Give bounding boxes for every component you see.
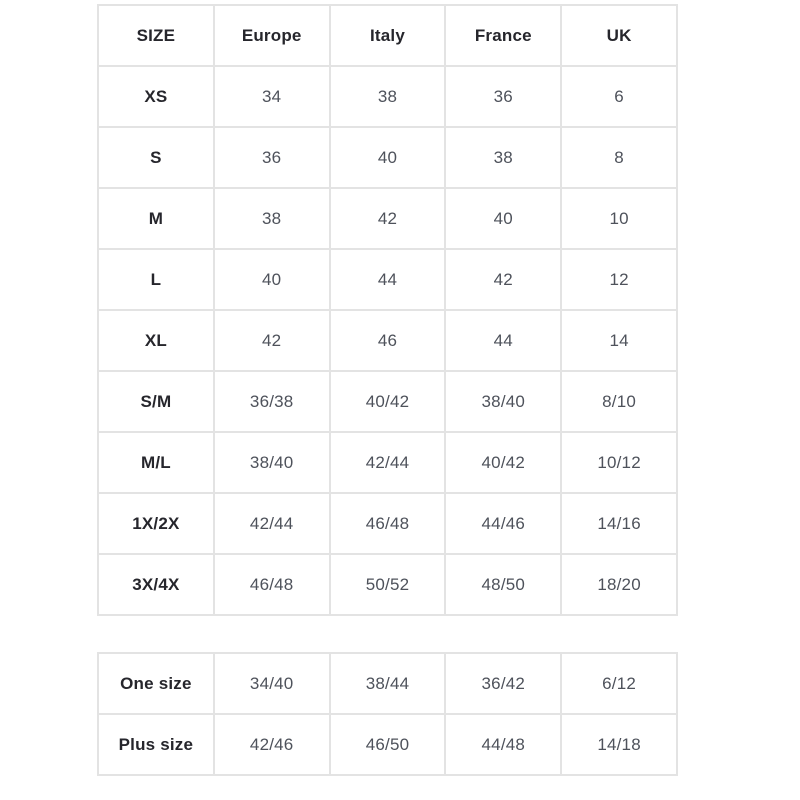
table-row: One size 34/40 38/44 36/42 6/12	[97, 652, 678, 715]
size-label-cell: XS	[97, 65, 215, 128]
size-value-cell: 38/40	[444, 370, 563, 433]
size-table-header: SIZE Europe Italy France UK	[97, 4, 678, 67]
column-header-europe: Europe	[212, 4, 331, 67]
size-conversion-table: SIZE Europe Italy France UK XS 34 38 36 6 S 36…	[97, 4, 678, 616]
special-sizes-table: One size 34/40 38/44 36/42 6/12 Plus size 42/4…	[97, 652, 678, 776]
size-value-cell: 46	[328, 309, 447, 372]
column-header-size: SIZE	[97, 4, 215, 67]
table-row: M/L 38/40 42/44 40/42 10/12	[97, 431, 678, 494]
size-label-cell: S	[97, 126, 215, 189]
size-value-cell: 14/18	[560, 713, 678, 776]
size-value-cell: 10	[560, 187, 678, 250]
size-value-cell: 40	[444, 187, 563, 250]
column-header-italy: Italy	[328, 4, 447, 67]
size-value-cell: 34/40	[212, 652, 331, 715]
size-value-cell: 38	[444, 126, 563, 189]
table-row: S/M 36/38 40/42 38/40 8/10	[97, 370, 678, 433]
size-chart-section: SIZE Europe Italy France UK XS 34 38 36 6 S 36…	[97, 4, 800, 776]
size-value-cell: 6/12	[560, 652, 678, 715]
size-value-cell: 46/48	[328, 492, 447, 555]
table-row: XL 42 46 44 14	[97, 309, 678, 372]
size-value-cell: 40/42	[444, 431, 563, 494]
size-value-cell: 42/46	[212, 713, 331, 776]
size-value-cell: 44/46	[444, 492, 563, 555]
size-value-cell: 42	[212, 309, 331, 372]
size-value-cell: 12	[560, 248, 678, 311]
size-value-cell: 14	[560, 309, 678, 372]
size-value-cell: 38	[328, 65, 447, 128]
size-value-cell: 40	[328, 126, 447, 189]
table-row: M 38 42 40 10	[97, 187, 678, 250]
size-value-cell: 38	[212, 187, 331, 250]
table-row: 3X/4X 46/48 50/52 48/50 18/20	[97, 553, 678, 616]
size-value-cell: 38/40	[212, 431, 331, 494]
size-value-cell: 40/42	[328, 370, 447, 433]
size-label-cell: L	[97, 248, 215, 311]
column-header-uk: UK	[560, 4, 678, 67]
size-value-cell: 48/50	[444, 553, 563, 616]
size-table-body: XS 34 38 36 6 S 36 40 38 8 M 38 42 40 10 L 40 44 42 12 XL 42 4…	[97, 65, 678, 616]
table-gap	[97, 616, 800, 652]
size-value-cell: 46/50	[328, 713, 447, 776]
size-value-cell: 42	[444, 248, 563, 311]
table-row: 1X/2X 42/44 46/48 44/46 14/16	[97, 492, 678, 555]
size-value-cell: 44	[444, 309, 563, 372]
size-label-cell: M	[97, 187, 215, 250]
table-row: S 36 40 38 8	[97, 126, 678, 189]
size-value-cell: 14/16	[560, 492, 678, 555]
size-label-cell: One size	[97, 652, 215, 715]
size-label-cell: Plus size	[97, 713, 215, 776]
size-value-cell: 10/12	[560, 431, 678, 494]
size-value-cell: 44	[328, 248, 447, 311]
special-sizes-table-body: One size 34/40 38/44 36/42 6/12 Plus size 42/4…	[97, 652, 678, 776]
size-label-cell: 3X/4X	[97, 553, 215, 616]
table-row: Plus size 42/46 46/50 44/48 14/18	[97, 713, 678, 776]
column-header-france: France	[444, 4, 563, 67]
size-value-cell: 34	[212, 65, 331, 128]
header-row: SIZE Europe Italy France UK	[97, 4, 678, 67]
size-value-cell: 6	[560, 65, 678, 128]
table-row: L 40 44 42 12	[97, 248, 678, 311]
table-row: XS 34 38 36 6	[97, 65, 678, 128]
size-value-cell: 36	[444, 65, 563, 128]
size-value-cell: 36	[212, 126, 331, 189]
size-value-cell: 46/48	[212, 553, 331, 616]
size-value-cell: 18/20	[560, 553, 678, 616]
size-label-cell: 1X/2X	[97, 492, 215, 555]
size-value-cell: 8/10	[560, 370, 678, 433]
size-value-cell: 40	[212, 248, 331, 311]
size-label-cell: XL	[97, 309, 215, 372]
size-value-cell: 38/44	[328, 652, 447, 715]
size-value-cell: 42	[328, 187, 447, 250]
size-value-cell: 42/44	[212, 492, 331, 555]
size-label-cell: M/L	[97, 431, 215, 494]
size-value-cell: 36/42	[444, 652, 563, 715]
size-value-cell: 50/52	[328, 553, 447, 616]
size-value-cell: 36/38	[212, 370, 331, 433]
size-value-cell: 44/48	[444, 713, 563, 776]
size-value-cell: 42/44	[328, 431, 447, 494]
size-label-cell: S/M	[97, 370, 215, 433]
size-value-cell: 8	[560, 126, 678, 189]
